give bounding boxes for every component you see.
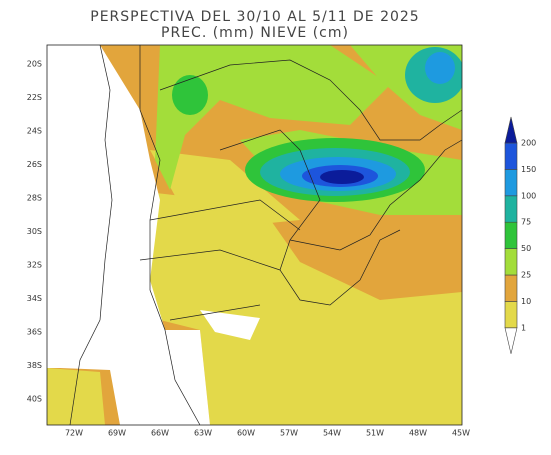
lat-label: 38S bbox=[27, 361, 42, 370]
colorbar-label: 75 bbox=[521, 218, 531, 227]
lon-label: 48W bbox=[409, 429, 427, 438]
map bbox=[47, 45, 462, 425]
colorbar-segment bbox=[504, 142, 518, 170]
lon-label: 69W bbox=[108, 429, 126, 438]
lon-label: 72W bbox=[65, 429, 83, 438]
colorbar-segment bbox=[504, 248, 518, 276]
colorbar-segment bbox=[504, 301, 518, 329]
colorbar-label: 10 bbox=[521, 297, 531, 306]
subtitle: PREC. (mm) NIEVE (cm) bbox=[161, 25, 349, 41]
lat-label: 32S bbox=[27, 261, 42, 270]
lat-label: 36S bbox=[27, 328, 42, 337]
colorbar-cap bbox=[504, 327, 518, 354]
lon-label: 54W bbox=[323, 429, 341, 438]
colorbar-segment bbox=[504, 274, 518, 302]
colorbar-label: 50 bbox=[521, 244, 531, 253]
lat-label: 24S bbox=[27, 127, 42, 136]
lon-label: 57W bbox=[280, 429, 298, 438]
colorbar-label: 100 bbox=[521, 191, 536, 200]
lat-label: 22S bbox=[27, 93, 42, 102]
lon-label: 45W bbox=[452, 429, 470, 438]
lat-label: 34S bbox=[27, 294, 42, 303]
title: PERSPECTIVA DEL 30/10 AL 5/11 DE 2025 bbox=[90, 9, 419, 25]
lat-label: 28S bbox=[27, 194, 42, 203]
lat-label: 30S bbox=[27, 227, 42, 236]
colorbar-segment bbox=[504, 195, 518, 223]
lat-label: 20S bbox=[27, 60, 42, 69]
lon-label: 66W bbox=[151, 429, 169, 438]
colorbar-cap bbox=[504, 116, 518, 144]
colorbar-segment bbox=[504, 221, 518, 249]
lon-label: 51W bbox=[366, 429, 384, 438]
colorbar-label: 1 bbox=[521, 323, 526, 332]
lat-label: 40S bbox=[27, 395, 42, 404]
colorbar-label: 200 bbox=[521, 139, 536, 148]
colorbar-segment bbox=[504, 169, 518, 197]
lon-label: 63W bbox=[194, 429, 212, 438]
map-frame bbox=[46, 44, 463, 426]
colorbar-label: 150 bbox=[521, 165, 536, 174]
lon-label: 60W bbox=[237, 429, 255, 438]
colorbar-label: 25 bbox=[521, 271, 531, 280]
lat-label: 26S bbox=[27, 160, 42, 169]
